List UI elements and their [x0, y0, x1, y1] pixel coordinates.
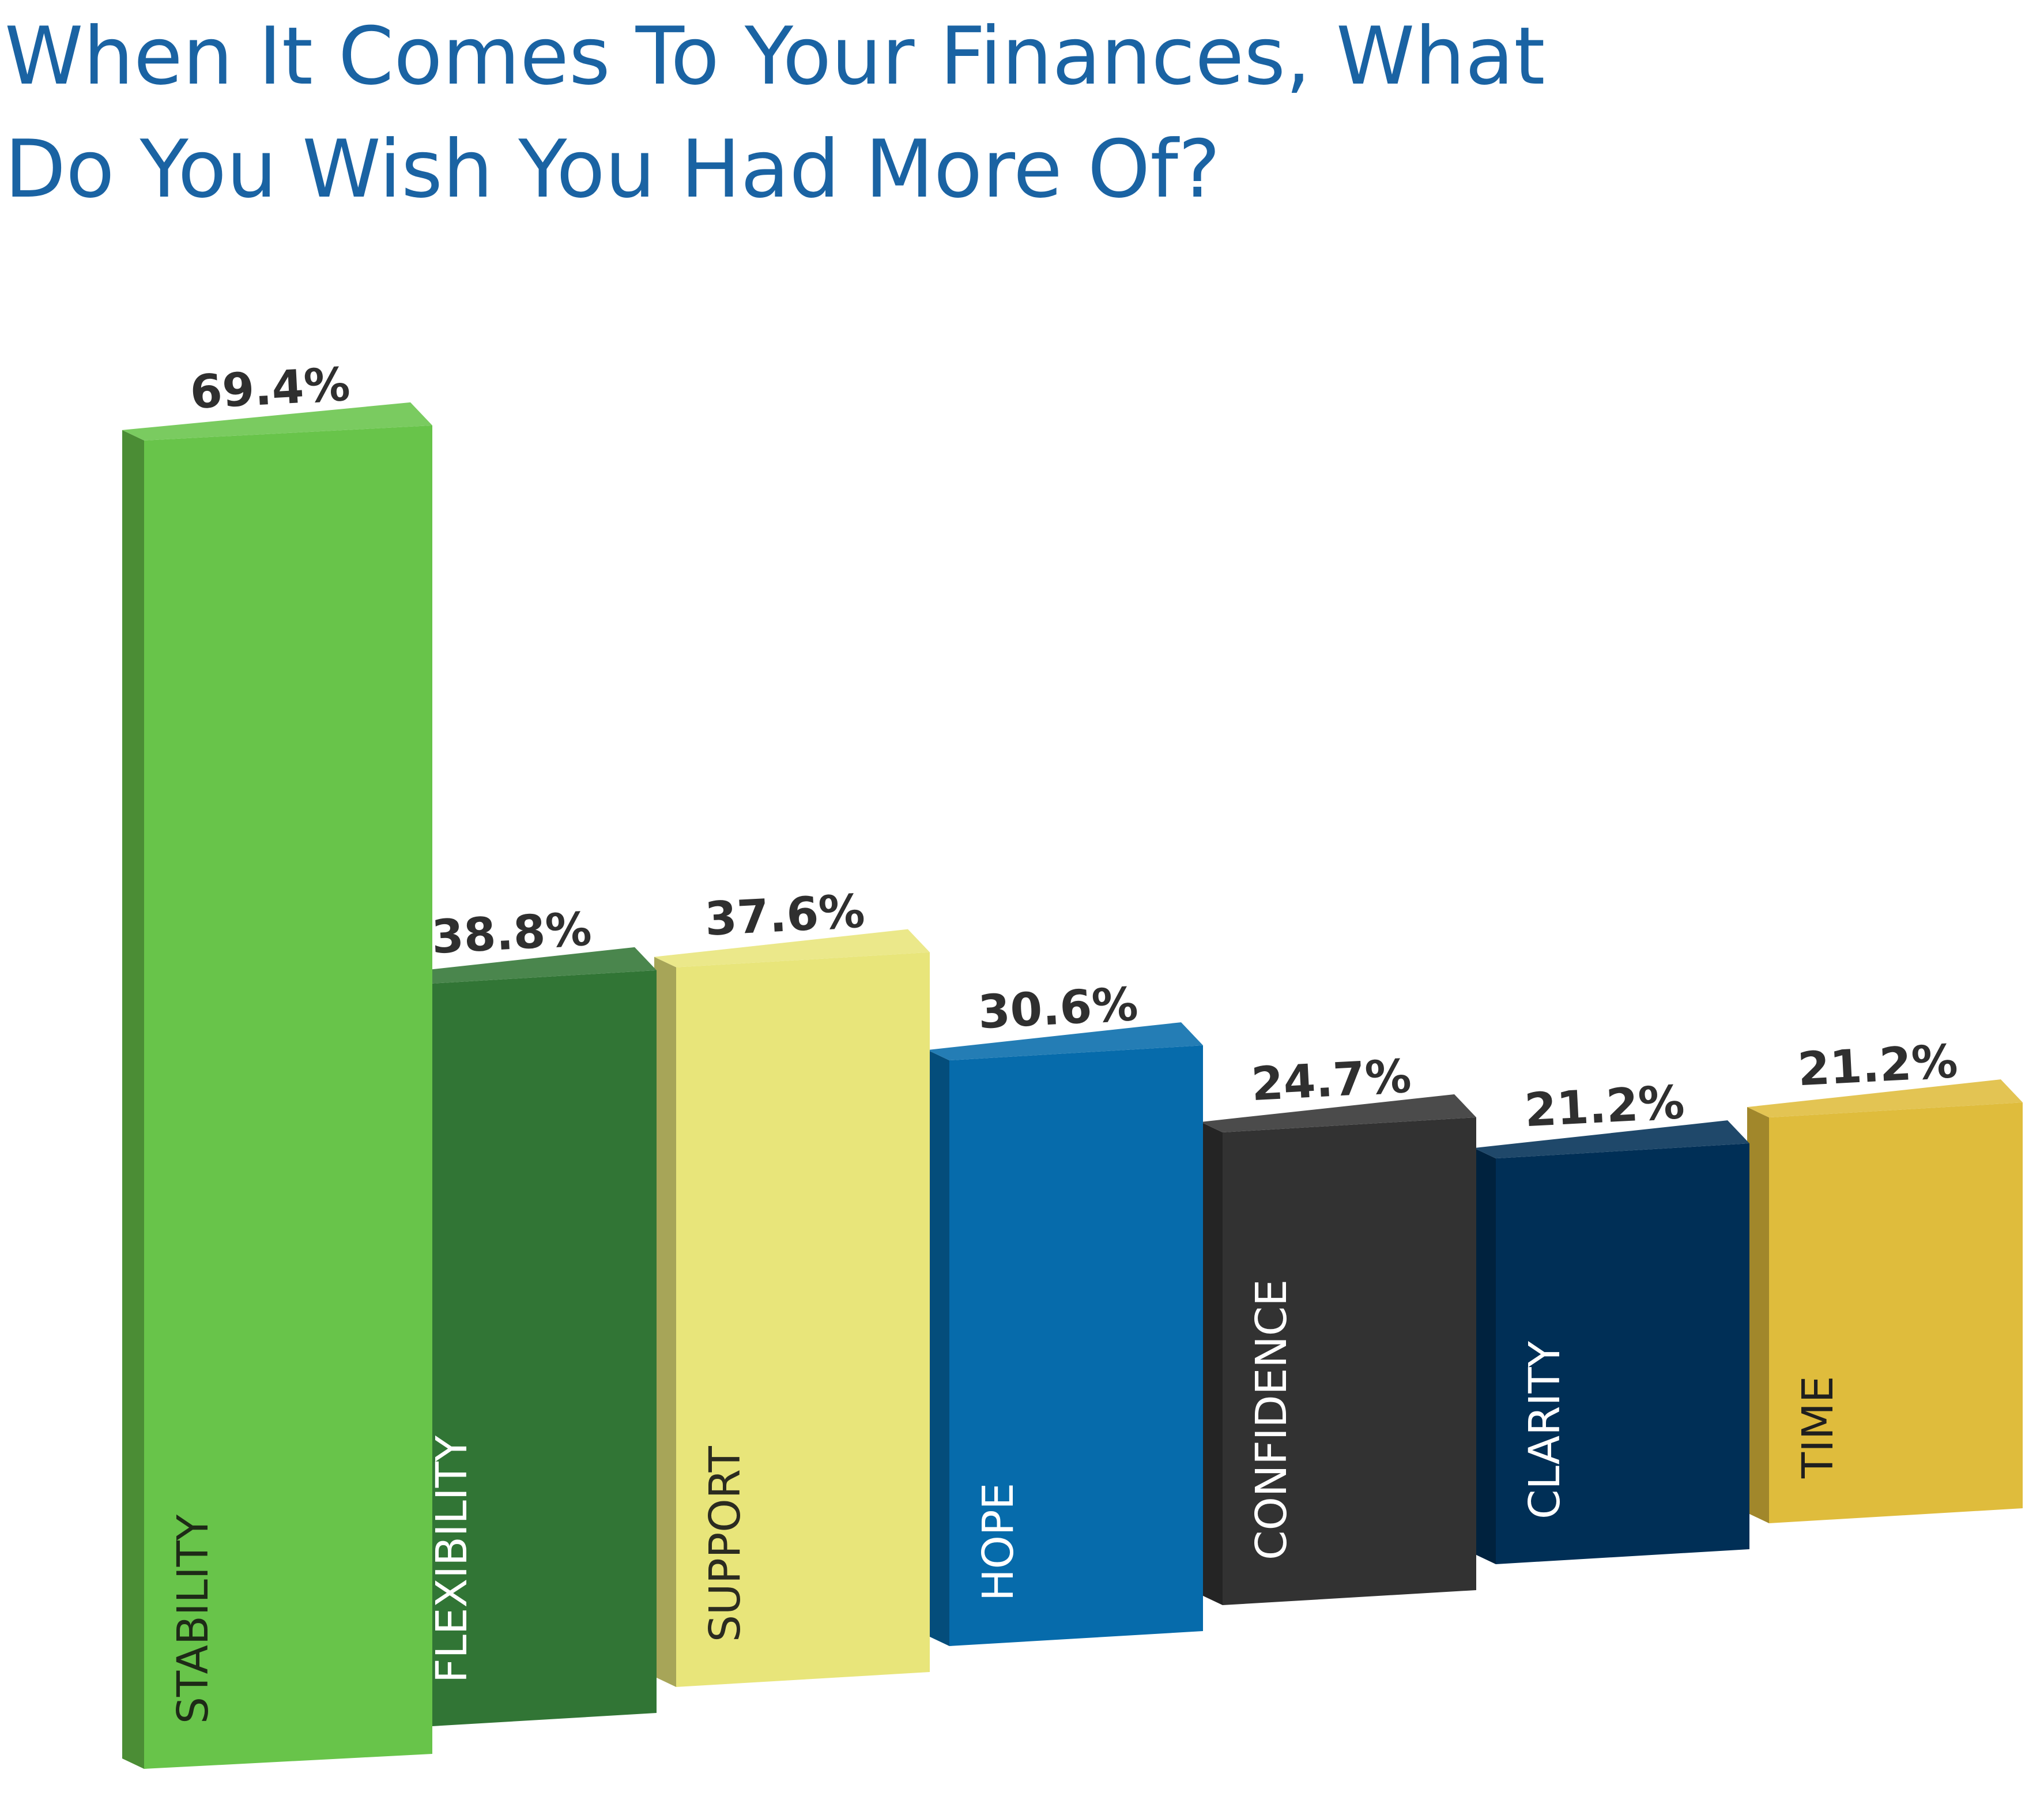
category-label: CLARITY [1520, 1340, 1570, 1519]
bar-top-flexibility [381, 947, 657, 985]
bar-top-confidence [1201, 1094, 1476, 1132]
bar-top-clarity [1474, 1120, 1749, 1159]
category-label: SUPPORT [700, 1445, 750, 1642]
bar-stability [144, 425, 432, 1769]
value-label: 69.4% [189, 357, 352, 419]
value-label: 21.2% [1523, 1075, 1686, 1137]
bar-confidence [1223, 1117, 1476, 1605]
bar-flexibility [403, 970, 657, 1728]
bar-time [1769, 1102, 2023, 1523]
category-label: HOPE [974, 1483, 1023, 1601]
bar-side-confidence [1201, 1121, 1223, 1605]
value-label: 37.6% [704, 884, 866, 946]
bar-side-stability [122, 430, 144, 1769]
category-label: STABILITY [168, 1514, 218, 1724]
chart-title-line-2: Do You Wish You Had More Of? [5, 123, 1221, 216]
bar-side-support [654, 957, 676, 1687]
value-label: 38.8% [431, 902, 593, 964]
bar-hope [949, 1045, 1203, 1646]
chart-title: When It Comes To Your Finances, What Do … [5, 0, 1849, 226]
category-label: FLEXIBILITY [427, 1435, 477, 1683]
value-label: 21.2% [1797, 1034, 1959, 1096]
bar-side-time [1747, 1107, 1769, 1523]
bar-clarity [1496, 1143, 1749, 1564]
bar-side-hope [927, 1050, 949, 1646]
value-label: 30.6% [977, 977, 1140, 1039]
bar-support [676, 952, 930, 1687]
bar-top-stability [122, 402, 432, 440]
category-label: CONFIDENCE [1247, 1279, 1296, 1560]
category-label: TIME [1793, 1376, 1843, 1479]
bar-top-support [654, 929, 930, 967]
value-label: 24.7% [1250, 1049, 1413, 1111]
chart-title-line-1: When It Comes To Your Finances, What [5, 10, 1545, 103]
bar-side-clarity [1474, 1148, 1496, 1564]
bar-top-hope [927, 1022, 1203, 1061]
bar-top-time [1747, 1079, 2023, 1118]
